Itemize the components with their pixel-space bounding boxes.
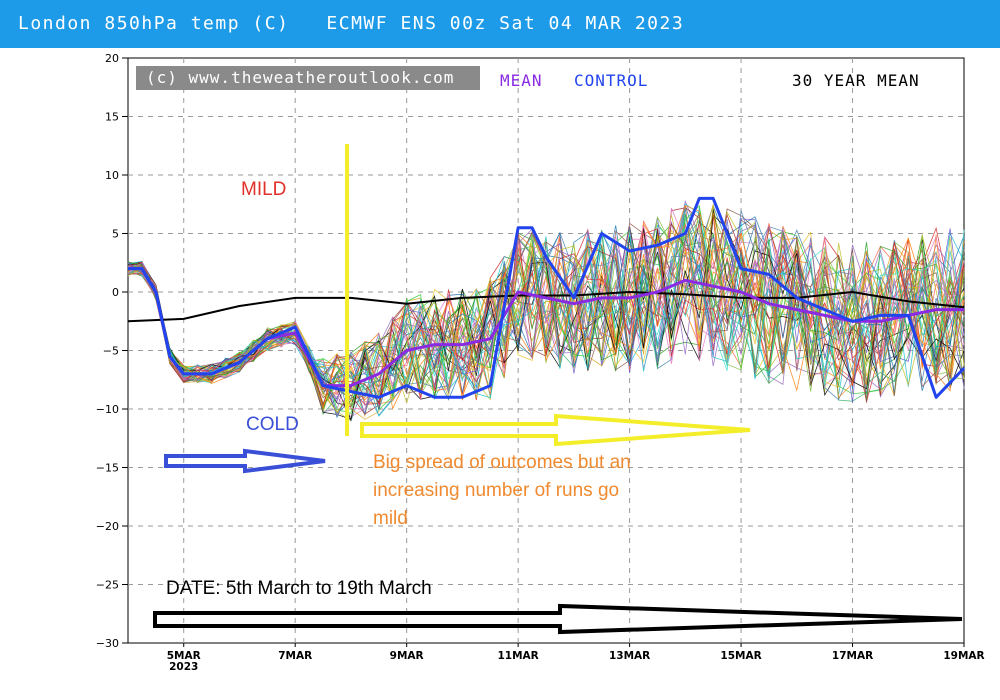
series-30-year-mean-line bbox=[127, 291, 965, 323]
x-tick-label: 15MAR bbox=[720, 650, 761, 662]
legend-control: CONTROL bbox=[574, 71, 648, 90]
ensemble-member-line bbox=[127, 225, 965, 405]
spread-annotation-line-3: mild bbox=[373, 508, 408, 529]
y-tick-label: 10 bbox=[105, 169, 119, 182]
x-tick-label: 5MAR bbox=[167, 650, 201, 662]
ensemble-member-line bbox=[127, 229, 965, 401]
cold-label: COLD bbox=[246, 414, 299, 435]
y-tick-label: −5 bbox=[103, 345, 119, 358]
x-tick-label: 13MAR bbox=[609, 650, 650, 662]
legend-mean: MEAN bbox=[500, 71, 543, 90]
ensemble-member-line bbox=[127, 212, 965, 403]
watermark-text: (c) www.theweatheroutlook.com bbox=[146, 68, 454, 87]
yellow-arrow bbox=[360, 413, 751, 447]
ensemble-member-line bbox=[127, 230, 965, 412]
ensemble-member-line bbox=[127, 218, 965, 416]
y-tick-label: −30 bbox=[96, 637, 119, 650]
mild-label: MILD bbox=[241, 179, 286, 200]
ensemble-member-line bbox=[127, 204, 965, 414]
ensemble-member-line bbox=[127, 204, 965, 414]
x-tick-label: 11MAR bbox=[497, 650, 538, 662]
blue-arrow bbox=[164, 448, 326, 474]
watermark-box bbox=[136, 66, 480, 90]
x-tick-label: 19MAR bbox=[943, 650, 984, 662]
y-tick-label: −15 bbox=[96, 462, 119, 475]
y-tick-label: −10 bbox=[96, 403, 119, 416]
x-tick-label: 7MAR bbox=[278, 650, 312, 662]
ensemble-member-line bbox=[127, 226, 965, 403]
y-tick-label: 20 bbox=[105, 52, 119, 65]
x-tick-label: 17MAR bbox=[832, 650, 873, 662]
spread-annotation-line-2: increasing number of runs go bbox=[373, 480, 619, 501]
header-bar: London 850hPa temp (C) ECMWF ENS 00z Sat… bbox=[0, 0, 1000, 48]
chart-title: London 850hPa temp (C) ECMWF ENS 00z Sat… bbox=[18, 13, 685, 34]
series-layer bbox=[127, 196, 966, 399]
date-annotation: DATE: 5th March to 19th March bbox=[166, 578, 432, 599]
y-tick-label: 0 bbox=[112, 286, 119, 299]
y-tick-label: −25 bbox=[96, 579, 119, 592]
legend-30-year-mean: 30 YEAR MEAN bbox=[792, 71, 920, 90]
spread-annotation-line-1: Big spread of outcomes but an bbox=[373, 452, 631, 473]
black-arrow bbox=[153, 603, 963, 635]
x-tick-label: 9MAR bbox=[390, 650, 424, 662]
series-control-line bbox=[128, 196, 966, 399]
y-tick-label: 15 bbox=[105, 111, 119, 124]
x-tick-year: 2023 bbox=[169, 661, 198, 673]
y-axis: 20 15 10 5 0 −5 −10 −15 −20 −25 −30 bbox=[96, 52, 128, 650]
y-tick-label: −20 bbox=[96, 520, 119, 533]
ensemble-member-line bbox=[127, 222, 965, 409]
y-tick-label: 5 bbox=[112, 228, 119, 241]
